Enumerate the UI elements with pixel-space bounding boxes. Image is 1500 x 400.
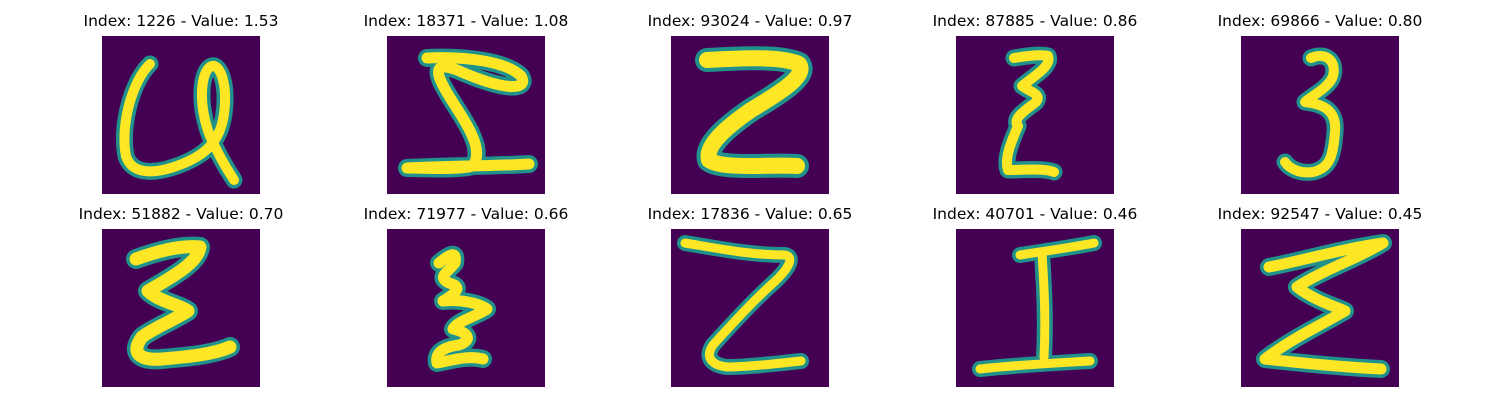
digit-image <box>387 36 545 194</box>
panel-title: Index: 93024 - Value: 0.97 <box>647 12 853 30</box>
digit-image <box>102 229 260 387</box>
digit-image <box>102 36 260 194</box>
panel-title: Index: 40701 - Value: 0.46 <box>932 205 1138 223</box>
digit-image <box>956 36 1114 194</box>
digit-image <box>671 229 829 387</box>
panel-title: Index: 69866 - Value: 0.80 <box>1217 12 1423 30</box>
digit-image <box>956 229 1114 387</box>
panel-title: Index: 92547 - Value: 0.45 <box>1217 205 1423 223</box>
panel-title: Index: 18371 - Value: 1.08 <box>363 12 569 30</box>
digit-image <box>1241 229 1399 387</box>
digit-image <box>387 229 545 387</box>
digit-image <box>1241 36 1399 194</box>
panel-title: Index: 51882 - Value: 0.70 <box>78 205 284 223</box>
panel-title: Index: 1226 - Value: 1.53 <box>83 12 279 30</box>
panel-title: Index: 17836 - Value: 0.65 <box>647 205 853 223</box>
panel-title: Index: 87885 - Value: 0.86 <box>932 12 1138 30</box>
panel-title: Index: 71977 - Value: 0.66 <box>363 205 569 223</box>
digit-image <box>671 36 829 194</box>
